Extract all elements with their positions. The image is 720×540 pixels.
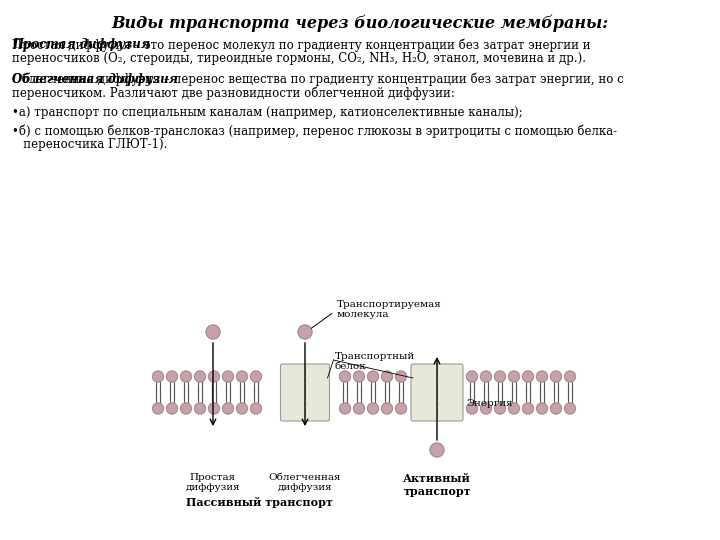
Text: •б) с помощью белков-транслоказ (например, перенос глюкозы в эритроциты с помощь: •б) с помощью белков-транслоказ (наприме… [12, 124, 617, 138]
Circle shape [523, 403, 534, 414]
Circle shape [523, 371, 534, 382]
Text: Виды транспорта через биологические мембраны:: Виды транспорта через биологические мемб… [112, 14, 608, 31]
Circle shape [354, 403, 364, 414]
Text: Простая диффузия: Простая диффузия [12, 38, 150, 51]
Text: переносчиком. Различают две разновидности облегченной диффузии:: переносчиком. Различают две разновидност… [12, 86, 455, 99]
Circle shape [480, 371, 492, 382]
Circle shape [508, 371, 520, 382]
Text: Активный
транспорт: Активный транспорт [403, 473, 471, 497]
Circle shape [251, 371, 261, 382]
Text: Транспортируемая
молекула: Транспортируемая молекула [311, 300, 442, 328]
Circle shape [153, 371, 163, 382]
Circle shape [194, 403, 205, 414]
Circle shape [181, 403, 192, 414]
FancyBboxPatch shape [411, 364, 463, 421]
Circle shape [508, 403, 520, 414]
Circle shape [209, 403, 220, 414]
Text: Простая диффузия – это перенос молекул по градиенту концентрации без затрат энер: Простая диффузия – это перенос молекул п… [12, 38, 590, 51]
FancyBboxPatch shape [281, 364, 330, 421]
Circle shape [536, 403, 547, 414]
Text: переносчиков (O₂, стероиды, тиреоидные гормоны, CO₂, NH₃, H₂O, этанол, мочевина : переносчиков (O₂, стероиды, тиреоидные г… [12, 52, 586, 65]
Circle shape [564, 403, 575, 414]
Circle shape [395, 403, 407, 414]
Text: Простая
диффузия: Простая диффузия [186, 473, 240, 492]
Circle shape [206, 325, 220, 339]
Circle shape [382, 403, 392, 414]
Text: Энергия: Энергия [466, 399, 513, 408]
Circle shape [181, 371, 192, 382]
Text: Облегченная диффузия: Облегченная диффузия [12, 72, 178, 85]
Text: Облегченная диффузия – перенос вещества по градиенту концентрации без затрат эне: Облегченная диффузия – перенос вещества … [12, 72, 624, 85]
Circle shape [251, 403, 261, 414]
Circle shape [209, 371, 220, 382]
Circle shape [551, 371, 562, 382]
Circle shape [367, 371, 379, 382]
Circle shape [495, 403, 505, 414]
Circle shape [480, 403, 492, 414]
Circle shape [395, 371, 407, 382]
Text: переносчика ГЛЮТ-1).: переносчика ГЛЮТ-1). [12, 138, 167, 151]
Circle shape [495, 371, 505, 382]
Circle shape [536, 371, 547, 382]
Circle shape [236, 371, 248, 382]
Circle shape [467, 403, 477, 414]
Text: Транспортный
белок: Транспортный белок [335, 352, 415, 372]
Circle shape [236, 403, 248, 414]
Circle shape [551, 403, 562, 414]
Circle shape [382, 371, 392, 382]
Circle shape [222, 371, 233, 382]
Circle shape [298, 325, 312, 339]
Text: Облегченная
диффузия: Облегченная диффузия [269, 473, 341, 492]
Circle shape [564, 371, 575, 382]
Circle shape [153, 403, 163, 414]
Circle shape [367, 403, 379, 414]
Circle shape [467, 371, 477, 382]
Circle shape [166, 403, 178, 414]
Circle shape [340, 403, 351, 414]
Circle shape [194, 371, 205, 382]
Circle shape [166, 371, 178, 382]
Circle shape [340, 371, 351, 382]
Circle shape [222, 403, 233, 414]
Circle shape [354, 371, 364, 382]
Text: Пассивный транспорт: Пассивный транспорт [186, 497, 333, 508]
Text: •а) транспорт по специальным каналам (например, катионселективные каналы);: •а) транспорт по специальным каналам (на… [12, 106, 523, 119]
Circle shape [430, 443, 444, 457]
